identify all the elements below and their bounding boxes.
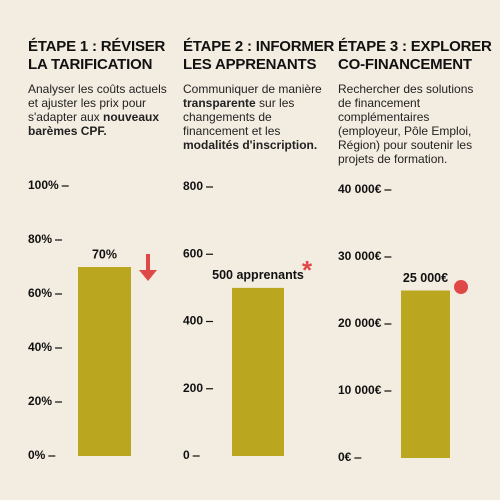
down-arrow	[139, 254, 157, 281]
y-tick-label: 400	[183, 314, 203, 328]
y-tick-label: 20 000€	[338, 316, 382, 330]
step-description: Communiquer de manière transparente sur …	[183, 82, 333, 152]
y-tick-label: 10 000€	[338, 383, 382, 397]
title-line: CO-FINANCEMENT	[338, 56, 472, 73]
y-tick-label: 200	[183, 381, 203, 395]
description-segment: Communiquer de manière	[183, 82, 322, 96]
description-segment: nouveaux barèmes CPF.	[28, 110, 160, 138]
red-dot	[454, 280, 468, 294]
y-tick-label: 0	[183, 448, 190, 462]
step-title: ÉTAPE 2 : INFORMER LES APPRENANTS	[183, 38, 334, 74]
y-tick-label: 80%	[28, 232, 52, 246]
value-label: 500 apprenants	[212, 268, 304, 282]
y-tick-label: 30 000€	[338, 249, 382, 263]
bar	[401, 290, 450, 458]
title-line: LA TARIFICATION	[28, 56, 153, 73]
step-description: Analyser les coûts actuels et ajuster le…	[28, 82, 178, 138]
y-tick-label: 600	[183, 246, 203, 260]
bar	[78, 267, 131, 456]
value-label: 25 000€	[403, 271, 448, 285]
y-tick-label: 0€	[338, 450, 352, 464]
description-segment: Analyser les coûts actuels et ajuster le…	[28, 82, 167, 124]
value-label: 70%	[92, 247, 117, 261]
y-tick-label: 40 000€	[338, 182, 382, 196]
asterisk: *	[302, 255, 313, 285]
description-segment: transparente	[183, 96, 256, 110]
description-segment: Rechercher des solutions de financement …	[338, 82, 474, 166]
description-segment: modalités d'inscription.	[183, 138, 318, 152]
title-line: ÉTAPE 2 : INFORMER	[183, 38, 335, 55]
step-title: ÉTAPE 1 : RÉVISER LA TARIFICATION	[28, 38, 165, 74]
bar	[232, 287, 284, 456]
step-title: ÉTAPE 3 : EXPLORER CO-FINANCEMENT	[338, 38, 492, 74]
y-tick-label: 0%	[28, 448, 46, 462]
y-tick-label: 40%	[28, 340, 52, 354]
title-line: ÉTAPE 3 : EXPLORER	[338, 38, 492, 55]
y-tick-label: 800	[183, 179, 203, 193]
title-line: ÉTAPE 1 : RÉVISER	[28, 38, 166, 55]
y-tick-label: 20%	[28, 394, 52, 408]
step-description: Rechercher des solutions de financement …	[338, 82, 488, 166]
y-tick-label: 60%	[28, 286, 52, 300]
title-line: LES APPRENANTS	[183, 56, 317, 73]
y-tick-label: 100%	[28, 178, 59, 192]
description-segment: sur les changements de financement et le…	[183, 96, 295, 138]
